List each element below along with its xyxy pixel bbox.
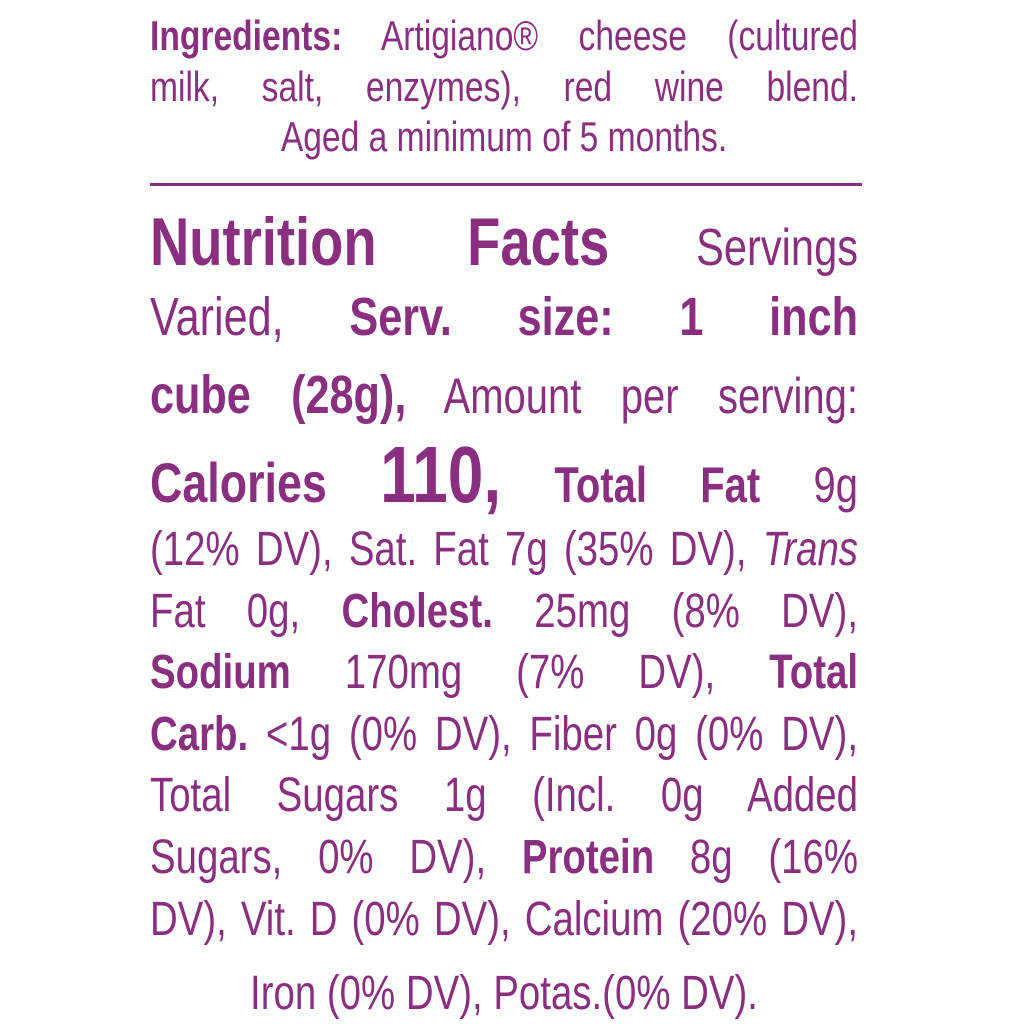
carb-line: Carb. <1g (0% DV), Fiber 0g (0% DV), bbox=[150, 707, 858, 762]
sat-fat-line: (12% DV), Sat. Fat 7g (35% DV), Trans bbox=[150, 522, 858, 577]
sat-fat-text: (12% DV), Sat. Fat 7g (35% DV), bbox=[150, 523, 747, 576]
divider bbox=[150, 183, 862, 186]
sodium-label: Sodium bbox=[150, 646, 291, 699]
cholesterol-label: Cholest. bbox=[341, 585, 493, 638]
servings-text: Servings bbox=[696, 219, 858, 277]
sodium-value: 170mg (7% DV), bbox=[344, 646, 716, 699]
trans-fat-value: Fat 0g, bbox=[150, 585, 301, 638]
added-sugars: Sugars, 0% DV), bbox=[150, 831, 487, 884]
protein-label: Protein bbox=[521, 831, 655, 884]
ingredients-label: Ingredients: bbox=[150, 12, 343, 59]
minerals-line: Iron (0% DV), Potas.(0% DV). bbox=[250, 967, 758, 1020]
serving-size-value: cube (28g), bbox=[150, 365, 407, 425]
total-fat-value: 9g bbox=[813, 457, 858, 513]
sodium-line: Sodium 170mg (7% DV), Total bbox=[150, 645, 858, 700]
amount-line: cube (28g), Amount per serving: bbox=[150, 364, 858, 426]
serving-size-line: Varied, Serv. size: 1 inch bbox=[150, 286, 858, 348]
cholesterol-value: 25mg (8% DV), bbox=[534, 585, 858, 638]
vitamins-line: DV), Vit. D (0% DV), Calcium (20% DV), bbox=[150, 893, 858, 946]
varied-text: Varied, bbox=[150, 287, 284, 347]
ingredients-text: Artigiano® cheese (cultured bbox=[380, 12, 858, 59]
ingredients-line-3: Aged a minimum of 5 months. bbox=[280, 113, 728, 160]
nutrition-title-line: Nutrition Facts Servings bbox=[150, 205, 858, 286]
serving-size-label: Serv. size: 1 inch bbox=[349, 287, 858, 347]
ingredients-line-1: Ingredients: Artigiano® cheese (cultured bbox=[150, 12, 858, 60]
total-carb-label-1: Total bbox=[769, 646, 859, 699]
calories-value: 110, bbox=[380, 430, 502, 519]
carb-value: <1g (0% DV), Fiber 0g (0% DV), bbox=[265, 708, 858, 761]
nutrition-title: Nutrition Facts bbox=[150, 204, 610, 280]
amount-per-serving: Amount per serving: bbox=[443, 368, 859, 424]
protein-value: 8g (16% bbox=[689, 831, 859, 884]
total-fat-label: Total Fat bbox=[554, 457, 761, 513]
cholesterol-line: Fat 0g, Cholest. 25mg (8% DV), bbox=[150, 584, 858, 639]
calories-line: Calories 110, Total Fat 9g bbox=[150, 425, 858, 535]
sugars-line: Total Sugars 1g (Incl. 0g Added bbox=[150, 769, 858, 822]
ingredients-line-2: milk, salt, enzymes), red wine blend. bbox=[150, 63, 858, 110]
protein-line: Sugars, 0% DV), Protein 8g (16% bbox=[150, 830, 858, 885]
trans-label: Trans bbox=[762, 523, 858, 576]
calories-label: Calories bbox=[150, 451, 327, 514]
total-carb-label-2: Carb. bbox=[150, 708, 249, 761]
